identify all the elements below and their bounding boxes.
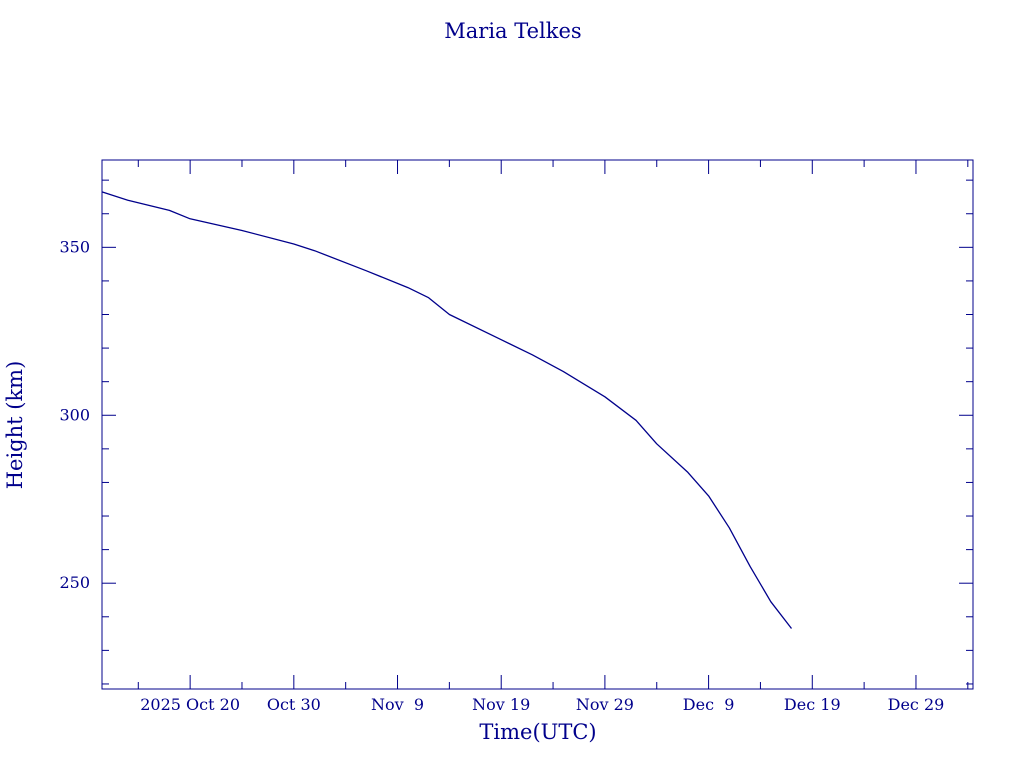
x-axis-title: Time(UTC) [479, 720, 596, 744]
y-axis-title: Height (km) [3, 361, 27, 490]
x-tick-label: Oct 30 [267, 695, 321, 714]
chart-title: Maria Telkes [444, 19, 581, 43]
x-axis-ticks [137, 160, 969, 689]
x-tick-label: Dec 9 [683, 695, 735, 714]
x-tick-label: Nov 19 [472, 695, 530, 714]
y-axis-ticks [102, 179, 973, 685]
y-axis-tick-labels: 250 300 350 [59, 237, 90, 592]
height-series-line [101, 191, 793, 629]
x-tick-label: Nov 29 [576, 695, 634, 714]
y-tick-label: 250 [59, 573, 90, 592]
x-axis-tick-labels: 2025 Oct 20 Oct 30 Nov 9 Nov 19 Nov 29 Dec 9 D… [140, 695, 944, 714]
x-tick-label: 2025 Oct 20 [140, 695, 240, 714]
x-tick-label: Dec 29 [888, 695, 945, 714]
series-group [101, 191, 793, 629]
x-tick-label: Nov 9 [371, 695, 424, 714]
plot-frame [101, 159, 974, 690]
y-tick-label: 300 [59, 405, 90, 424]
y-tick-label: 350 [59, 237, 90, 256]
x-tick-label: Dec 19 [784, 695, 841, 714]
